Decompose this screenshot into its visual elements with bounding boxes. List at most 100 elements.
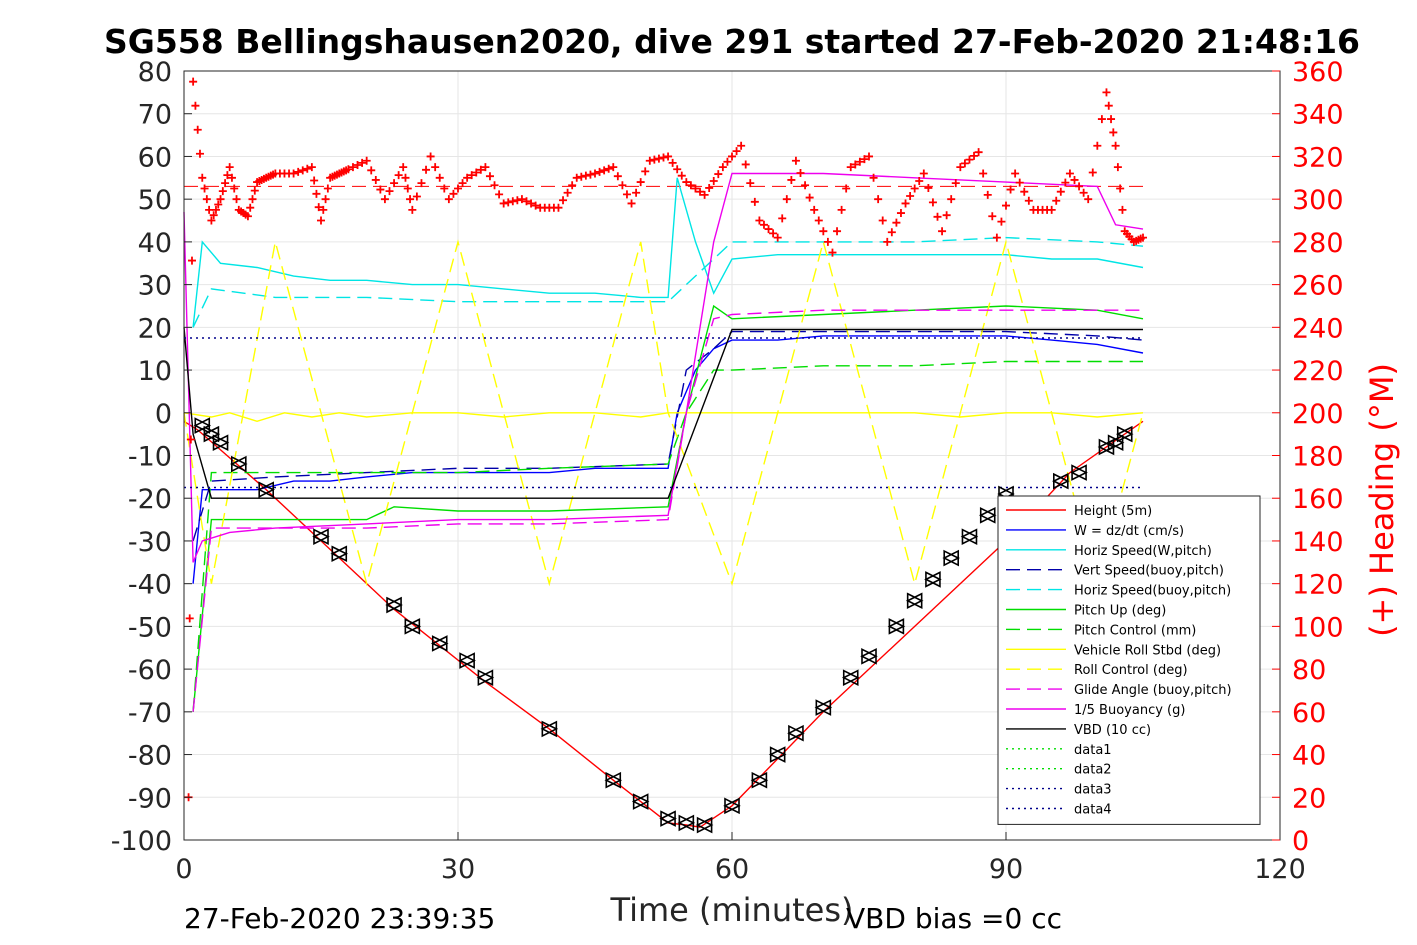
heading-point [200, 184, 209, 193]
y2-tick-label: 80 [1292, 655, 1326, 686]
heading-point [321, 195, 330, 204]
heading-point [189, 77, 198, 86]
heading-point [609, 163, 618, 172]
y-tick-label: -30 [128, 527, 172, 558]
depth-marker-left [257, 481, 274, 498]
heading-point [476, 165, 485, 174]
heading-point [380, 195, 389, 204]
depth-marker-left [841, 669, 859, 686]
heading-point [303, 164, 312, 173]
depth-marker-left [942, 549, 959, 567]
heading-point [449, 189, 458, 198]
x-tick-label: 90 [989, 854, 1023, 885]
x-tick-label: 120 [1254, 854, 1306, 885]
y2-tick-label: 100 [1292, 612, 1344, 643]
depth-marker-left [230, 455, 247, 473]
heading-point [878, 216, 887, 225]
heading-point [654, 154, 663, 163]
depth-marker-left [202, 425, 220, 443]
heading-point [207, 216, 216, 225]
heading-point [915, 177, 924, 186]
legend-entry: Vehicle Roll Stbd (deg) [1074, 643, 1221, 658]
y2-tick-label: 240 [1292, 313, 1344, 344]
heading-point [394, 171, 403, 180]
heading-point [746, 179, 755, 188]
heading-point [983, 190, 992, 199]
depth-marker-left [604, 771, 622, 789]
heading-point [563, 188, 572, 197]
heading-point [1015, 178, 1024, 187]
heading-point [641, 167, 650, 176]
heading-point [988, 212, 997, 221]
heading-point [960, 159, 969, 168]
heading-point [202, 195, 211, 204]
y-tick-label: -80 [128, 741, 172, 772]
heading-point [568, 181, 577, 190]
heading-point [406, 195, 415, 204]
legend-entry: VBD (10 cc) [1074, 723, 1151, 738]
heading-point [600, 166, 609, 175]
heading-point [682, 178, 691, 187]
legend-entry: Roll Control (deg) [1074, 663, 1188, 678]
heading-point [205, 205, 214, 214]
heading-point [778, 214, 787, 223]
heading-point [837, 205, 846, 214]
y-tick-label: 0 [155, 399, 172, 430]
depth-marker-left [768, 746, 786, 763]
heading-point [1075, 182, 1084, 191]
y-axis-left-ticks: 80 70 60 50 40 30 20 10 0 -10 -20 -30 -40 -50 -60 -70 -8… [111, 57, 192, 857]
heading-point [865, 152, 873, 161]
legend-entry: Height (5m) [1074, 504, 1152, 519]
heading-point [513, 196, 522, 205]
heading-point [198, 173, 207, 182]
heading-point [399, 163, 408, 172]
heading-point [970, 151, 979, 160]
depth-marker-left [403, 618, 421, 635]
heading-point [385, 187, 394, 196]
heading-point [1093, 141, 1102, 150]
depth-marker-left [887, 618, 905, 635]
legend-entry: data1 [1074, 743, 1112, 758]
heading-point [227, 173, 236, 182]
heading-point [755, 216, 764, 225]
legend-entry: data2 [1074, 763, 1112, 778]
heading-point [728, 152, 736, 161]
heading-point [709, 177, 718, 186]
y2-tick-label: 60 [1292, 698, 1326, 729]
heading-point [823, 237, 832, 246]
series-line [192, 360, 1143, 712]
series-line [192, 236, 1144, 328]
heading-point [1002, 201, 1010, 210]
heading-point [435, 173, 444, 182]
heading-point [618, 181, 627, 190]
heading-point [1056, 187, 1065, 196]
heading-point [187, 256, 196, 265]
heading-point [677, 171, 686, 180]
heading-point [796, 168, 805, 177]
heading-point [440, 184, 449, 193]
depth-marker-left [723, 797, 740, 815]
heading-point [992, 233, 1001, 242]
y-tick-label: 70 [138, 100, 172, 131]
heading-point [209, 211, 218, 220]
legend-box [997, 495, 1261, 825]
heading-point [828, 248, 837, 257]
depth-marker-left [924, 571, 941, 588]
footer-timestamp: 27-Feb-2020 23:39:35 [184, 902, 495, 935]
heading-point [1024, 196, 1033, 205]
depth-marker-left [677, 814, 695, 832]
y-tick-label: -50 [128, 612, 172, 643]
heading-point [869, 173, 878, 182]
heading-point [193, 125, 202, 134]
heading-point [910, 184, 919, 193]
heading-point [928, 198, 937, 207]
heading-point [408, 205, 417, 214]
heading-point [805, 193, 814, 202]
heading-point [186, 435, 195, 444]
heading-point [764, 225, 773, 234]
heading-point [974, 148, 983, 157]
heading-point [577, 172, 586, 181]
heading-point [403, 184, 412, 193]
heading-point [314, 203, 323, 212]
heading-point [851, 160, 860, 169]
